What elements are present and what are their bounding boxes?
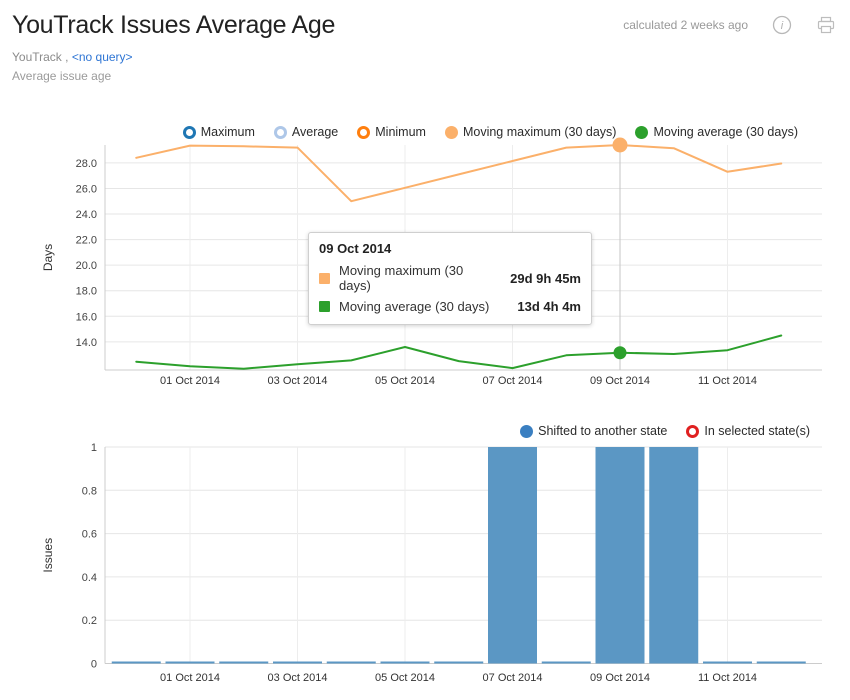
x-tick-label: 03 Oct 2014 — [268, 672, 328, 684]
series-line-moving-maximum-30-days[interactable] — [135, 144, 783, 203]
legend-label: Maximum — [200, 125, 255, 139]
legend-item-minimum[interactable]: Minimum — [357, 125, 426, 139]
tooltip-series-value: 29d 9h 45m — [510, 270, 581, 286]
moving-average-30-days-marker-icon — [635, 125, 649, 139]
zero-bar-11-oct-2014[interactable] — [703, 661, 752, 664]
series-swatch-icon — [319, 301, 330, 312]
issues-bar-chart: 0 0.2 0.4 0.6 0.8 1 01 Oct 2014 03 Oct 2014 05 O… — [41, 442, 822, 684]
x-tick-label: 07 Oct 2014 — [483, 375, 543, 387]
zero-bar-30-sep-2014[interactable] — [111, 661, 161, 664]
y-axis-title: Issues — [41, 538, 55, 573]
y-tick-label: 24.0 — [76, 209, 97, 221]
zero-bar-06-oct-2014[interactable] — [434, 661, 484, 664]
zero-bar-05-oct-2014[interactable] — [380, 661, 430, 664]
x-tick-label: 01 Oct 2014 — [160, 672, 220, 684]
maximum-marker-icon — [182, 125, 196, 139]
bar-shifted-to-another-state-10-oct-2014[interactable] — [649, 447, 699, 664]
minimum-marker-icon — [357, 125, 371, 139]
zero-bar-01-oct-2014[interactable] — [165, 661, 215, 664]
x-tick-label: 05 Oct 2014 — [375, 375, 435, 387]
y-tick-label: 16.0 — [76, 311, 97, 323]
age-chart-area: 14.0 16.0 18.0 20.0 22.0 24.0 26.0 28.0 01 Oct 2… — [0, 137, 850, 394]
tooltip-series-label: Moving average (30 days) — [339, 299, 490, 314]
x-tick-label: 09 Oct 2014 — [590, 672, 650, 684]
zero-bar-08-oct-2014[interactable] — [541, 661, 591, 664]
age-chart-legend: Maximum Average Minimum Moving maximum (30 … — [0, 123, 850, 141]
y-tick-label: 0.8 — [82, 485, 97, 497]
zero-bar-12-oct-2014[interactable] — [756, 661, 806, 664]
tooltip-date: 09 Oct 2014 — [319, 241, 392, 256]
legend-item-shifted-to-another-state[interactable]: Shifted to another state — [520, 424, 667, 438]
y-tick-label: 1 — [91, 442, 97, 454]
average-marker-icon — [273, 125, 287, 139]
bar-shifted-to-another-state-07-oct-2014[interactable] — [488, 447, 537, 664]
legend-label: Average — [291, 125, 339, 139]
query-link[interactable]: <no query> — [71, 50, 133, 64]
legend-item-moving-average-30-days[interactable]: Moving average (30 days) — [635, 125, 798, 139]
tooltip-row-moving-maximum-30-days: Moving maximum (30 days) 29d 9h 45m — [319, 263, 581, 293]
highlight-point-moving-average-30-days[interactable] — [613, 346, 627, 360]
zero-bar-04-oct-2014[interactable] — [326, 661, 376, 664]
y-tick-label: 28.0 — [76, 158, 97, 170]
chart-tooltip: 09 Oct 2014 Moving maximum (30 days) 29d … — [308, 232, 592, 325]
moving-maximum-30-days-marker-icon — [444, 125, 458, 139]
zero-bar-02-oct-2014[interactable] — [219, 661, 269, 664]
legend-label: Shifted to another state — [538, 424, 668, 438]
print-icon[interactable] — [816, 15, 836, 35]
y-tick-label: 18.0 — [76, 286, 97, 298]
series-swatch-icon — [319, 272, 330, 284]
report-description: Average issue age — [12, 69, 112, 83]
y-tick-label: 26.0 — [76, 183, 97, 195]
legend-label: Moving maximum (30 days) — [462, 125, 617, 139]
issues-chart-legend: Shifted to another state In selected stat… — [0, 422, 850, 440]
y-tick-label: 0.4 — [82, 572, 97, 584]
header-actions: calculated 2 weeks ago i — [623, 10, 836, 35]
highlight-point-moving-maximum-30-days[interactable] — [612, 137, 628, 153]
y-tick-label: 14.0 — [76, 337, 97, 349]
x-tick-label: 11 Oct 2014 — [698, 375, 757, 387]
tooltip-series-value: 13d 4h 4m — [517, 299, 581, 314]
x-tick-label: 07 Oct 2014 — [483, 672, 543, 684]
shifted-to-another-state-marker-icon — [520, 424, 534, 438]
legend-label: Minimum — [375, 125, 426, 139]
y-axis-title: Days — [41, 244, 55, 271]
x-tick-label: 03 Oct 2014 — [268, 375, 328, 387]
report-header: YouTrack Issues Average Age calculated 2… — [0, 0, 850, 40]
series-line-moving-average-30-days[interactable] — [135, 334, 783, 370]
y-tick-label: 20.0 — [76, 260, 97, 272]
tooltip-series-label: Moving maximum (30 days) — [339, 263, 464, 293]
calculated-timestamp: calculated 2 weeks ago — [623, 18, 748, 32]
zero-bar-03-oct-2014[interactable] — [273, 661, 322, 664]
legend-item-average[interactable]: Average — [273, 125, 339, 139]
bar-shifted-to-another-state-09-oct-2014[interactable] — [595, 447, 645, 664]
source-label: YouTrack , — [12, 50, 69, 64]
y-tick-label: 22.0 — [76, 235, 97, 247]
x-tick-label: 11 Oct 2014 — [698, 672, 757, 684]
y-tick-label: 0.6 — [82, 529, 97, 541]
legend-label: In selected state(s) — [704, 424, 810, 438]
in-selected-state-s-marker-icon — [686, 424, 700, 438]
report-source-line: YouTrack , <no query> — [0, 40, 850, 64]
y-tick-label: 0 — [91, 659, 97, 671]
legend-item-in-selected-state-s[interactable]: In selected state(s) — [686, 424, 810, 438]
x-tick-label: 01 Oct 2014 — [160, 375, 220, 387]
info-icon[interactable]: i — [772, 15, 792, 35]
tooltip-row-moving-average-30-days: Moving average (30 days) 13d 4h 4m — [319, 299, 581, 314]
x-tick-label: 09 Oct 2014 — [590, 375, 650, 387]
y-tick-label: 0.2 — [82, 615, 97, 627]
page-title: YouTrack Issues Average Age — [12, 11, 336, 39]
legend-label: Moving average (30 days) — [653, 125, 798, 139]
svg-text:i: i — [781, 20, 784, 32]
legend-item-moving-maximum-30-days[interactable]: Moving maximum (30 days) — [444, 125, 617, 139]
legend-item-maximum[interactable]: Maximum — [182, 125, 255, 139]
x-tick-label: 05 Oct 2014 — [375, 672, 435, 684]
